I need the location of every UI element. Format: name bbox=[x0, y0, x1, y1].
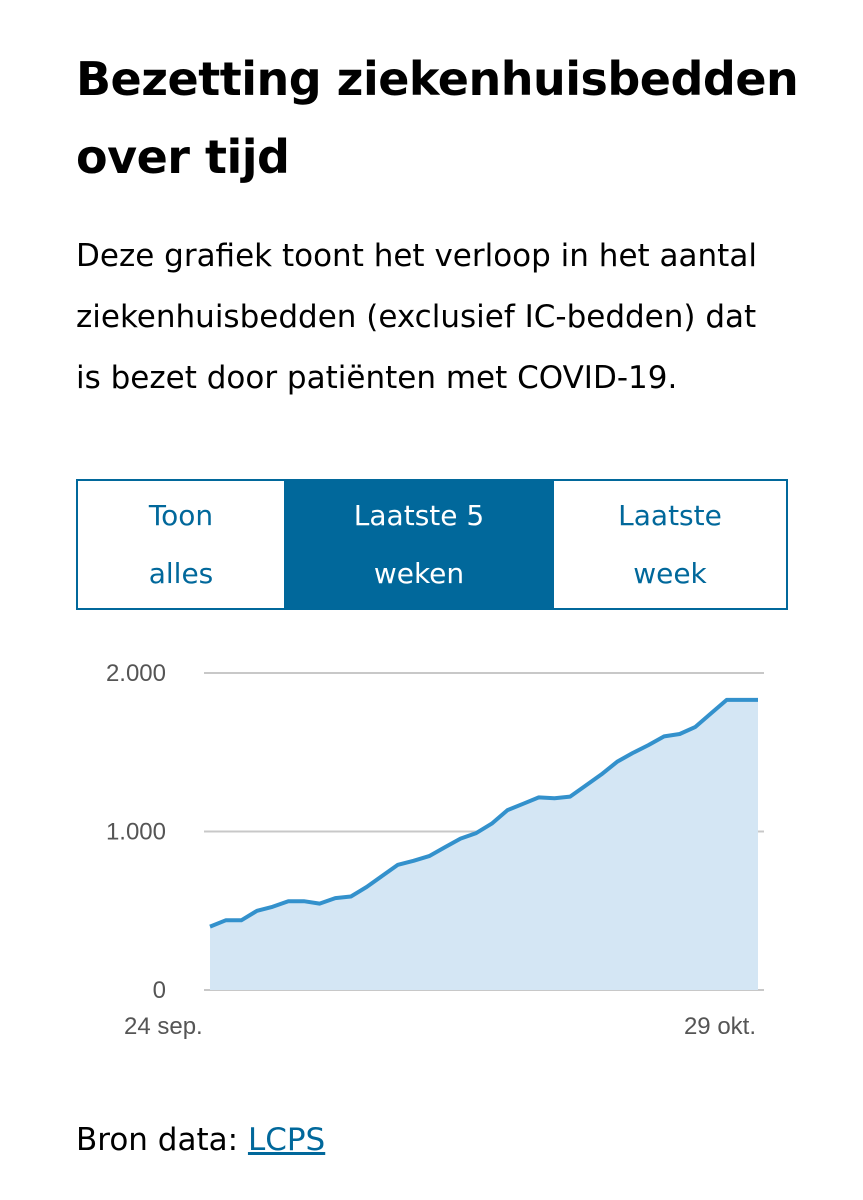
y-tick-label: 0 bbox=[153, 977, 166, 1004]
data-source: Bron data: LCPS bbox=[76, 1116, 325, 1164]
labels-layer: 0 1.000 2.000 24 sep. 29 okt. bbox=[106, 660, 756, 1040]
time-range-tabs: Toon alles Laatste 5 weken Laatste week bbox=[76, 479, 788, 610]
x-tick-label-start: 24 sep. bbox=[124, 1013, 203, 1040]
title-line-1: Bezetting ziekenhuisbedden bbox=[76, 52, 799, 106]
tab-last-week[interactable]: Laatste week bbox=[554, 481, 786, 608]
source-link-lcps[interactable]: LCPS bbox=[247, 1122, 326, 1158]
x-tick-label-end: 29 okt. bbox=[684, 1013, 756, 1040]
tab-last-5-weeks-line-2: weken bbox=[373, 556, 465, 590]
occupancy-line bbox=[209, 697, 758, 929]
tab-last-5-weeks-line-1: Laatste 5 bbox=[353, 498, 485, 532]
description-line-3: is bezet door patiënten met COVID-19. bbox=[76, 360, 678, 396]
tab-last-5-weeks[interactable]: Laatste 5 weken bbox=[284, 481, 554, 608]
occupancy-area bbox=[210, 699, 758, 990]
tab-show-all-line-2: alles bbox=[148, 556, 214, 590]
tab-show-all[interactable]: Toon alles bbox=[78, 481, 284, 608]
tab-last-week-line-2: week bbox=[633, 556, 707, 590]
tab-last-week-line-1: Laatste bbox=[618, 498, 722, 532]
y-tick-label: 2.000 bbox=[106, 660, 166, 687]
source-label: Bron data: bbox=[76, 1122, 239, 1158]
description-line-2: ziekenhuisbedden (exclusief IC-bedden) d… bbox=[76, 299, 757, 335]
y-tick-label: 1.000 bbox=[106, 819, 166, 846]
page-title: Bezetting ziekenhuisbedden over tijd bbox=[76, 40, 816, 196]
occupancy-area-chart: 0 1.000 2.000 24 sep. 29 okt. bbox=[106, 660, 764, 1040]
tab-show-all-line-1: Toon bbox=[148, 498, 214, 532]
title-line-2: over tijd bbox=[76, 130, 290, 184]
points-layer bbox=[209, 699, 759, 927]
description-line-1: Deze grafiek toont het verloop in het aa… bbox=[76, 238, 757, 274]
chart-description: Deze grafiek toont het verloop in het aa… bbox=[76, 226, 796, 409]
